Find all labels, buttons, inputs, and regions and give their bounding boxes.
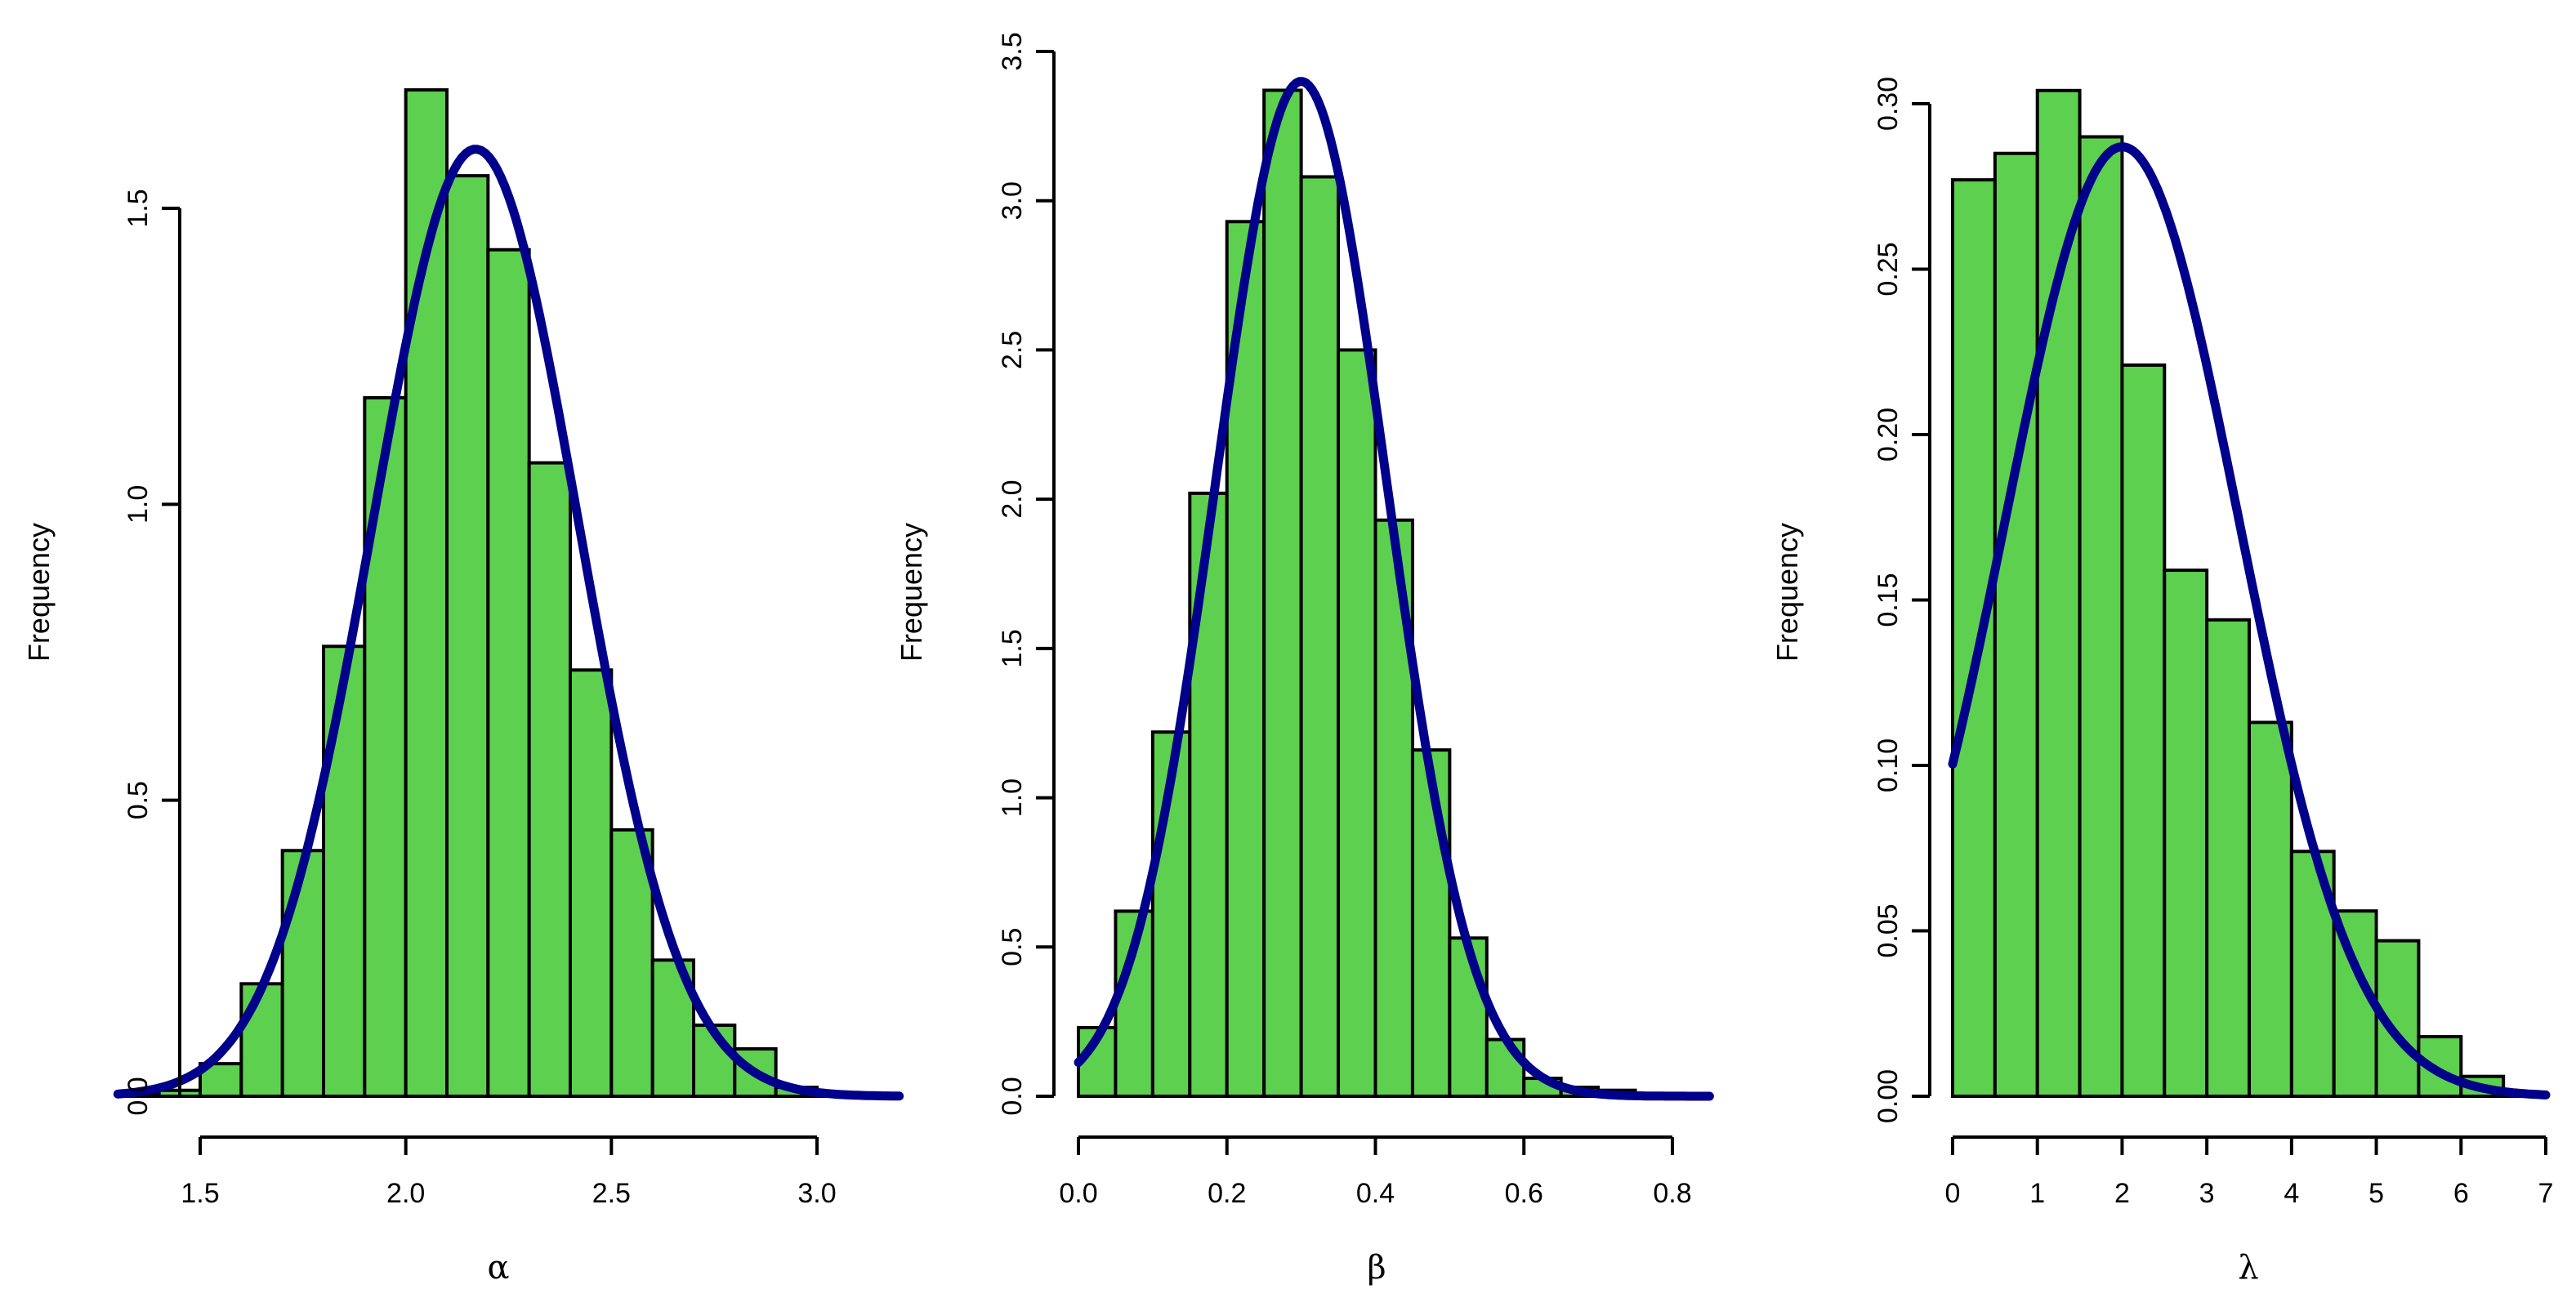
lambda-histogram-panel: 0.00 0.05 0.10 0.15 0.20 0.25 0.30 0 1 2 3 4 5 6 7 Freq… xyxy=(1770,77,2553,1287)
y-tick-label: 3.5 xyxy=(997,32,1028,70)
histogram-bar xyxy=(486,248,531,1098)
histogram-bar xyxy=(1299,175,1341,1099)
x-tick-label: 2 xyxy=(2114,1178,2130,1209)
x-tick-label: 0 xyxy=(1945,1178,1961,1209)
histogram-bar xyxy=(1262,88,1303,1098)
y-tick-label: 0.25 xyxy=(1873,242,1904,296)
histogram-bar xyxy=(1484,1037,1526,1099)
y-tick-label: 2.5 xyxy=(997,331,1028,369)
histogram-bar xyxy=(569,668,614,1098)
density-curve xyxy=(1948,142,2551,1100)
histogram-bar xyxy=(2163,569,2209,1098)
histogram-bar xyxy=(609,827,654,1099)
histogram-bar xyxy=(445,174,490,1099)
y-tick-label: 0.0 xyxy=(997,1077,1028,1115)
y-tick-label: 0.10 xyxy=(1873,738,1904,792)
histogram-bar xyxy=(2078,135,2124,1098)
x-tick-label: 3 xyxy=(2199,1178,2215,1209)
x-tick-label: 5 xyxy=(2368,1178,2384,1209)
alpha-histogram-panel: 0.0 0.5 1.0 1.5 1.5 2.0 2.5 3.0 Frequency α xyxy=(22,88,904,1287)
density-curve xyxy=(1074,77,1714,1101)
histogram-bar xyxy=(363,395,408,1099)
x-tick-label: 4 xyxy=(2284,1178,2299,1209)
beta-histogram-panel: 0.0 0.5 1.0 1.5 2.0 2.5 3.0 3.5 0.0 0.2 0.4 0.6 0.8 F… xyxy=(895,32,1714,1287)
x-tick-label: 2.0 xyxy=(386,1178,425,1209)
y-axis-title: Frequency xyxy=(1770,523,1804,662)
y-tick-label: 0.5 xyxy=(123,781,154,819)
histogram-bar xyxy=(280,849,325,1098)
histogram-bar xyxy=(2248,720,2293,1098)
density-curve xyxy=(113,145,904,1101)
histogram-bar xyxy=(1448,936,1489,1099)
histogram-bar xyxy=(527,461,573,1098)
histogram-bar xyxy=(1951,178,1997,1098)
x-tick-label: 6 xyxy=(2453,1178,2469,1209)
y-tick-label: 3.0 xyxy=(997,181,1028,220)
x-tick-label: 3.0 xyxy=(797,1178,836,1209)
x-axis-title: λ xyxy=(2238,1249,2258,1287)
y-tick-label: 0.0 xyxy=(123,1077,154,1115)
x-tick-label: 0.4 xyxy=(1356,1178,1395,1209)
histogram-bar xyxy=(2120,363,2167,1098)
x-tick-label: 0.0 xyxy=(1059,1178,1097,1209)
x-tick-label: 2.5 xyxy=(592,1178,631,1209)
y-tick-label: 0.5 xyxy=(997,928,1028,966)
x-axis-title: β xyxy=(1367,1249,1386,1287)
x-tick-label: 1.5 xyxy=(181,1178,219,1209)
histogram-bar xyxy=(1337,348,1377,1098)
histogram-bar xyxy=(1993,151,2039,1098)
histogram-bar xyxy=(239,982,284,1099)
y-tick-label: 1.0 xyxy=(123,485,154,524)
histogram-bar xyxy=(2205,618,2251,1098)
y-tick-label: 1.0 xyxy=(997,778,1028,817)
histogram-bar xyxy=(1188,491,1229,1098)
y-tick-label: 0.20 xyxy=(1873,408,1904,462)
x-axis-title: α xyxy=(487,1249,509,1287)
y-tick-label: 0.30 xyxy=(1873,77,1904,131)
x-tick-label: 0.6 xyxy=(1505,1178,1543,1209)
y-axis-title: Frequency xyxy=(22,523,56,662)
y-tick-label: 0.05 xyxy=(1873,903,1904,957)
x-tick-label: 0.8 xyxy=(1653,1178,1691,1209)
y-tick-label: 1.5 xyxy=(997,629,1028,667)
y-tick-label: 0.00 xyxy=(1873,1069,1904,1123)
histogram-bar xyxy=(2035,88,2082,1098)
x-tick-label: 1 xyxy=(2029,1178,2045,1209)
x-tick-label: 0.2 xyxy=(1208,1178,1246,1209)
y-axis-title: Frequency xyxy=(895,523,928,662)
histogram-bar xyxy=(322,645,367,1098)
x-tick-label: 7 xyxy=(2538,1178,2554,1209)
y-tick-label: 1.5 xyxy=(123,189,154,227)
y-tick-label: 0.15 xyxy=(1873,573,1904,627)
y-tick-label: 2.0 xyxy=(997,480,1028,519)
histogram-bar xyxy=(1410,748,1452,1098)
